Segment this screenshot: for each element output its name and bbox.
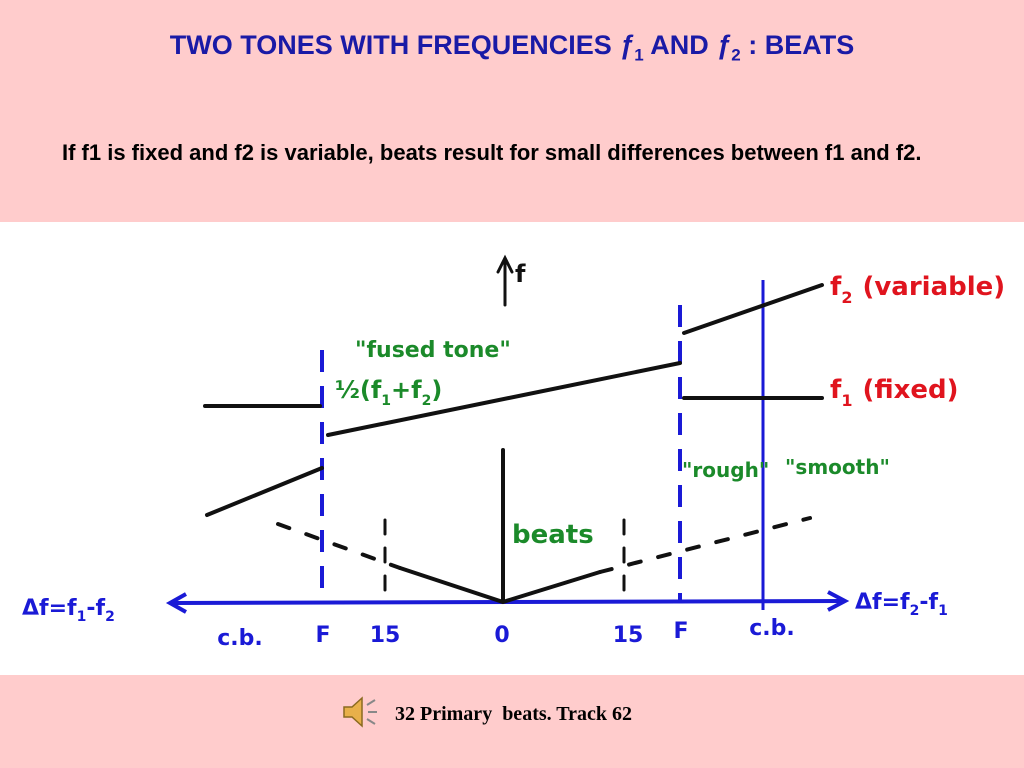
- subscript: 2: [731, 45, 741, 65]
- text: ½: [335, 376, 360, 404]
- text: -f: [919, 590, 938, 615]
- tick-label: 15: [613, 623, 644, 648]
- arrow-right: [827, 590, 850, 612]
- f-symbol: ƒ: [716, 30, 732, 60]
- axes: [165, 280, 850, 614]
- subscript: 1: [77, 609, 87, 625]
- text: ): [431, 376, 442, 404]
- curves: [203, 254, 824, 605]
- subscript: 1: [938, 603, 948, 619]
- speaker-icon[interactable]: [340, 695, 380, 729]
- text: -f: [86, 596, 105, 621]
- text: (f: [360, 376, 382, 404]
- subscript: 1: [381, 393, 391, 409]
- subscript: 2: [422, 393, 432, 409]
- header: TWO TONES WITH FREQUENCIES ƒ1 AND ƒ2 : B…: [0, 0, 1024, 222]
- f-symbol: ƒ: [619, 30, 635, 60]
- tick-label: F: [315, 623, 330, 648]
- subscript: 2: [841, 288, 852, 307]
- subscript: 2: [910, 603, 920, 619]
- roughness: [276, 522, 402, 570]
- subscript: 2: [105, 609, 115, 625]
- subscript: 1: [841, 391, 852, 410]
- tick-label: c.b.: [217, 626, 263, 651]
- f-arrow: [496, 254, 514, 274]
- title-text: TWO TONES WITH FREQUENCIES: [169, 30, 620, 60]
- tick-label: 0: [494, 623, 509, 648]
- footer-text: 32 Primary beats. Track 62: [395, 703, 633, 725]
- diagram: f f2 (variable) f1 (fixed) "fused tone" ½(…: [22, 254, 1005, 651]
- symbol: f: [830, 375, 842, 405]
- fused-tone-label: "fused tone": [355, 338, 511, 363]
- f2-label: f2 (variable): [830, 272, 1005, 307]
- tick-labels: c.b. F 15 0 15 F c.b.: [217, 616, 795, 651]
- f1-label: f1 (fixed): [830, 375, 959, 410]
- title-text: : BEATS: [740, 30, 855, 60]
- description: If f1 is fixed and f2 is variable, beats…: [62, 140, 922, 165]
- text: Δf=f: [855, 590, 910, 615]
- smooth-label: "smooth": [785, 455, 890, 479]
- roughness: [598, 516, 812, 574]
- f2-right: [682, 283, 824, 335]
- mean-label: ½(f1+f2): [335, 376, 442, 409]
- footer: 32 Primary beats. Track 62: [0, 675, 1024, 768]
- left-axis-label: Δf=f1-f2: [22, 596, 115, 625]
- tick-label: 15: [370, 623, 401, 648]
- rough-label: "rough": [682, 458, 769, 482]
- f-axis-label: f: [515, 260, 526, 288]
- text: (variable): [862, 272, 1005, 302]
- symbol: f: [830, 272, 842, 302]
- title-text: AND: [643, 30, 717, 60]
- arrow-left: [165, 592, 187, 614]
- f2-left: [205, 466, 324, 517]
- text: (fixed): [862, 375, 958, 405]
- text: +f: [391, 376, 422, 404]
- right-axis-label: Δf=f2-f1: [855, 590, 948, 619]
- beats-label: beats: [512, 520, 594, 550]
- beats-v: [398, 566, 602, 605]
- subscript: 1: [634, 45, 644, 65]
- tick-label: F: [673, 619, 688, 644]
- title: TWO TONES WITH FREQUENCIES ƒ1 AND ƒ2 : B…: [0, 30, 1024, 65]
- fused-tone: [326, 361, 682, 437]
- text: Δf=f: [22, 596, 77, 621]
- tick-label: c.b.: [749, 616, 795, 641]
